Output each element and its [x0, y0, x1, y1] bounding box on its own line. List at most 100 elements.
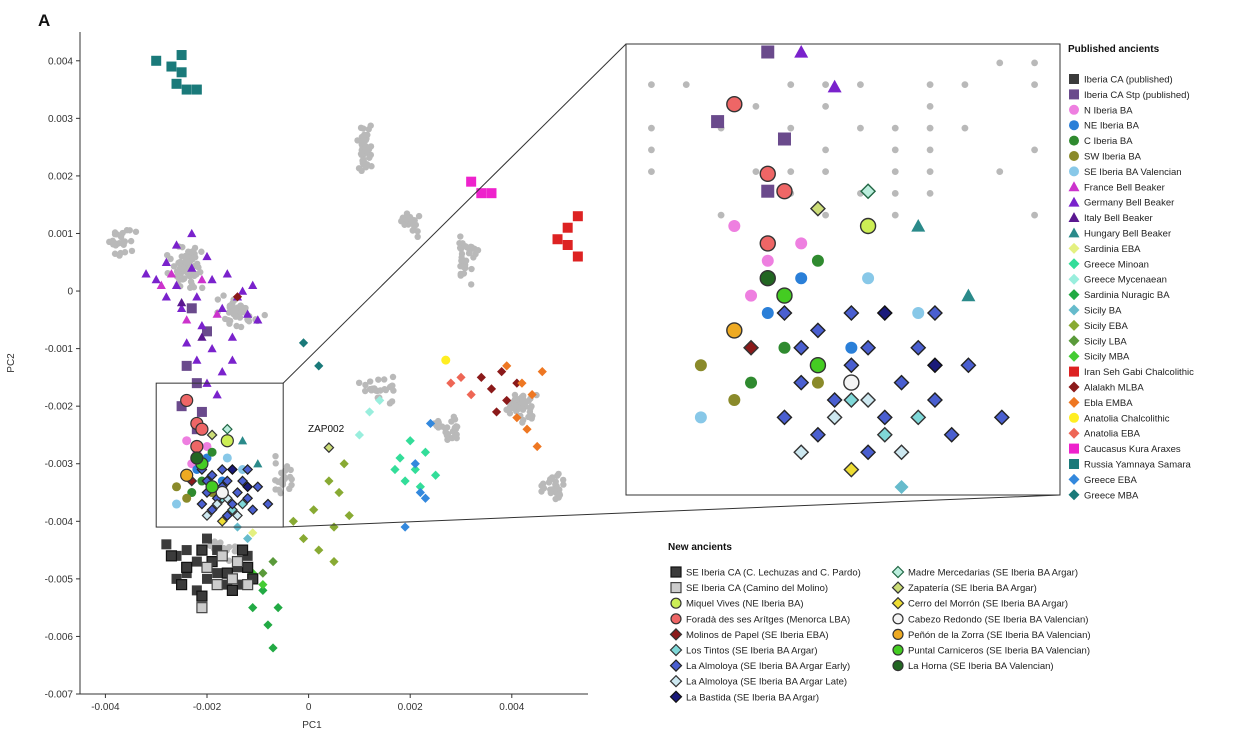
reference-point	[433, 422, 440, 430]
greece-minoan-point	[410, 464, 420, 475]
reference-point	[452, 423, 460, 430]
legend-label-sardinia-nuragic-ba: Sardinia Nuragic BA	[1084, 290, 1170, 301]
reference-point	[193, 271, 200, 278]
la-almoloya-se-iberia-ba-argar-early-point	[242, 464, 254, 475]
iberia-ca-stp-published-point	[761, 45, 775, 59]
sw-iberia-ba-point	[728, 394, 741, 406]
la-almoloya-se-iberia-ba-argar-early-point	[876, 409, 893, 426]
reference-point	[559, 476, 567, 484]
reference-point	[552, 495, 559, 503]
y-tick-label: -0.001	[45, 344, 74, 355]
iberia-ca-stp-published-point	[777, 132, 791, 146]
legend-label-iberia-ca-published: Iberia CA (published)	[1084, 75, 1173, 86]
la-bastida-se-iberia-ba-argar-point	[226, 464, 238, 475]
legend-item-madre-mercedarias-se-iberia-ba-argar: Madre Mercedarias (SE Iberia BA Argar)	[891, 565, 1078, 579]
n-iberia-ba-point	[795, 237, 808, 250]
legend-label-greece-mba: Greece MBA	[1084, 490, 1139, 501]
legend-label-miquel-vives-ne-iberia-ba: Miquel Vives (NE Iberia BA)	[686, 599, 804, 610]
se-iberia-ca-c-lechuzas-and-c-pardo-point	[196, 590, 208, 602]
germany-bell-beaker-point	[182, 338, 192, 347]
legend-marker-germany-bell-beaker	[1068, 196, 1080, 207]
reference-point	[787, 168, 795, 176]
la-bastida-se-iberia-ba-argar-point	[242, 481, 254, 493]
legend-item-la-almoloya-se-iberia-ba-argar-early: La Almoloya (SE Iberia BA Argar Early)	[669, 659, 850, 672]
reference-point	[244, 317, 252, 324]
sicily-eba-point	[329, 522, 339, 532]
legend-label-cabezo-redondo-se-iberia-ba-valencian: Cabezo Redondo (SE Iberia BA Valencian)	[908, 614, 1088, 625]
la-almoloya-se-iberia-ba-argar-late-point	[201, 510, 213, 521]
se-iberia-ca-camino-del-molino-point	[211, 579, 223, 591]
legend-label-alalakh-mlba: Alalakh MLBA	[1084, 383, 1144, 394]
sicily-ba-point	[894, 480, 909, 494]
legend-marker-greece-eba	[1068, 473, 1080, 485]
iberia-ca-stp-published-point	[181, 360, 192, 371]
greece-minoan-point	[390, 464, 400, 475]
legend-item-sardinia-eba: Sardinia EBA	[1068, 242, 1141, 255]
anatolia-chalcolithic-point	[441, 355, 451, 365]
zapater-a-se-iberia-ba-argar-point	[206, 429, 218, 441]
germany-bell-beaker-point	[177, 303, 187, 312]
reference-point	[274, 478, 282, 485]
reference-point	[287, 466, 294, 474]
reference-point	[648, 146, 655, 154]
puntal-carniceros-se-iberia-ba-valencian-point	[205, 480, 219, 494]
reference-point	[366, 378, 374, 385]
legend-marker-caucasus-kura-araxes	[1069, 443, 1079, 454]
la-almoloya-se-iberia-ba-argar-early-point	[242, 492, 254, 504]
germany-bell-beaker-point	[207, 344, 217, 353]
iberia-ca-published-point	[212, 568, 223, 579]
ebla-emba-point	[517, 378, 527, 388]
legend-label-sicily-mba: Sicily MBA	[1084, 352, 1130, 363]
sicily-eba-point	[309, 505, 319, 515]
la-almoloya-se-iberia-ba-argar-late-point	[860, 392, 877, 408]
la-almoloya-se-iberia-ba-argar-early-point	[196, 498, 208, 510]
iran-seh-gabi-chalcolithic-point	[552, 234, 563, 245]
reference-point	[458, 257, 465, 265]
reference-point	[186, 272, 193, 280]
reference-point	[189, 255, 197, 262]
y-tick-label: 0.002	[48, 171, 73, 182]
sicily-lba-point	[258, 568, 268, 578]
la-almoloya-se-iberia-ba-argar-early-point	[221, 475, 233, 487]
reference-point	[460, 270, 468, 277]
iran-seh-gabi-chalcolithic-point	[562, 222, 573, 233]
los-tintos-se-iberia-ba-argar-point	[237, 498, 249, 510]
legend-label-anatolia-eba: Anatolia EBA	[1084, 429, 1141, 440]
legend-label-c-iberia-ba: C Iberia BA	[1084, 136, 1133, 147]
legend-label-ne-iberia-ba: NE Iberia BA	[1084, 121, 1140, 132]
n-iberia-ba-point	[182, 436, 192, 446]
legend-label-italy-bell-beaker: Italy Bell Beaker	[1084, 213, 1153, 224]
se-iberia-ba-valencian-point	[172, 499, 182, 509]
la-almoloya-se-iberia-ba-argar-early-point	[226, 498, 238, 510]
legend-item-hungary-bell-beaker: Hungary Bell Beaker	[1068, 227, 1171, 240]
pe-n-de-la-zorra-se-iberia-ba-valencian-point	[180, 468, 194, 482]
reference-point	[365, 126, 372, 133]
reference-point	[857, 124, 864, 132]
madre-mercedarias-se-iberia-ba-argar-point	[221, 423, 233, 435]
reference-point	[434, 417, 442, 425]
la-almoloya-se-iberia-ba-argar-early-point	[776, 409, 793, 426]
n-iberia-ba-point	[745, 289, 758, 302]
germany-bell-beaker-point	[187, 228, 197, 238]
x-axis-ticks: -0.004 -0.002 0 0.002 0.004	[91, 694, 525, 713]
reference-point	[191, 244, 199, 252]
legend-marker-la-horna-se-iberia-ba-valencian	[892, 659, 904, 672]
legend-item-greece-eba: Greece EBA	[1068, 473, 1137, 486]
sicily-lba-point	[268, 557, 278, 567]
legend-label-ebla-emba: Ebla EMBA	[1084, 398, 1133, 409]
reference-point	[648, 81, 655, 89]
reference-point	[366, 154, 373, 161]
legend-label-greece-minoan: Greece Minoan	[1084, 259, 1149, 270]
legend-item-sicily-mba: Sicily MBA	[1068, 350, 1130, 363]
molinos-de-papel-se-iberia-eba-point	[743, 339, 760, 356]
legend-item-n-iberia-ba: N Iberia BA	[1069, 104, 1133, 116]
reference-point	[891, 168, 899, 176]
reference-point	[179, 243, 186, 251]
cabezo-redondo-se-iberia-ba-valencian-point	[215, 485, 229, 500]
reference-point	[468, 265, 475, 273]
se-iberia-ca-c-lechuzas-and-c-pardo-point	[165, 550, 178, 562]
la-almoloya-se-iberia-ba-argar-early-point	[860, 339, 877, 356]
reference-point	[648, 124, 655, 132]
ebla-emba-point	[537, 367, 547, 377]
germany-bell-beaker-point	[217, 367, 227, 376]
